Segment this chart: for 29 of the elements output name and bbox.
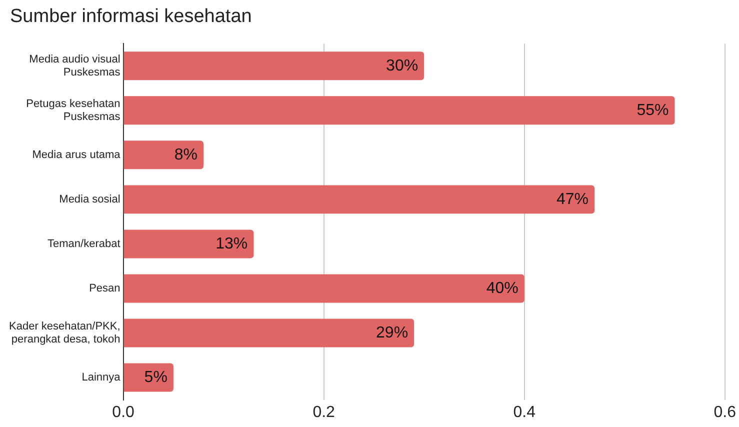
y-tick-label: Lainnya [82, 372, 122, 384]
bar [124, 274, 524, 303]
y-tick-label: Petugas kesehatan Puskesmas [26, 98, 121, 124]
data-label: 29% [376, 324, 408, 342]
x-tick-label: 0.2 [312, 404, 336, 421]
x-tick-label: 0.0 [112, 404, 135, 421]
y-tick-label: Teman/kerabat [48, 238, 120, 250]
data-label: 5% [144, 368, 168, 386]
y-tick-label: Media arus utama [32, 148, 122, 161]
data-label: 8% [174, 146, 198, 164]
bar [124, 318, 414, 348]
x-tick-label: 0.4 [513, 404, 536, 421]
bar [124, 140, 204, 170]
y-tick-label: Media audio visual Puskesmas [29, 53, 121, 78]
x-tick-label: 0.6 [714, 404, 736, 421]
y-tick-label: Kader kesehatan/PKK, perangkat desa, tokoh [9, 320, 120, 346]
bar [124, 52, 424, 80]
data-label: 13% [216, 235, 248, 252]
data-label: 40% [486, 280, 518, 297]
chart-title: Sumber informasi kesehatan [10, 6, 252, 28]
y-tick-label: Pesan [89, 282, 120, 295]
y-tick-label: Media sosial [59, 193, 120, 206]
bar [124, 230, 254, 258]
data-label: 47% [556, 190, 589, 208]
bar [124, 185, 595, 214]
bar [124, 363, 174, 392]
data-label: 55% [636, 102, 669, 119]
bar [124, 96, 675, 125]
data-label: 30% [386, 57, 418, 74]
